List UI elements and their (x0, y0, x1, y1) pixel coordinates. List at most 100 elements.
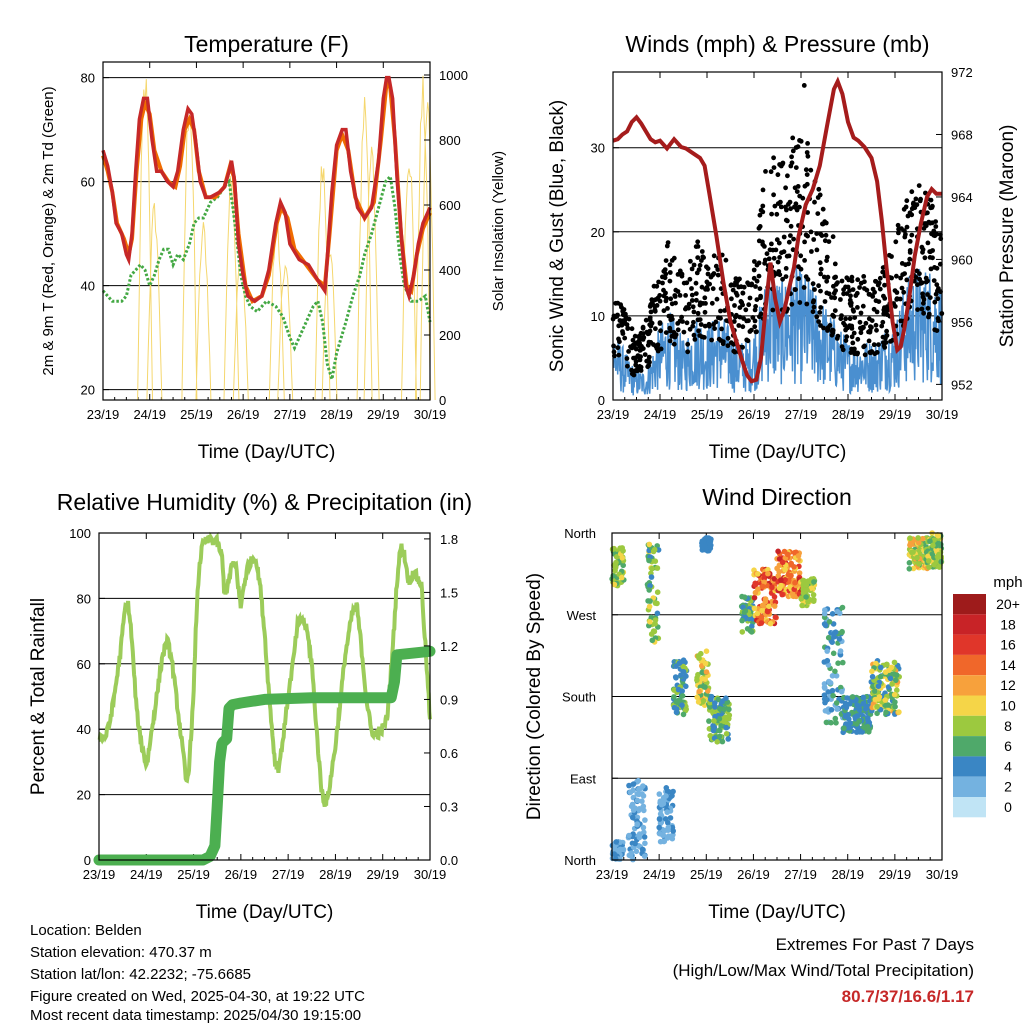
direction-point (875, 696, 882, 702)
legend-swatch (953, 736, 986, 757)
gust-point (832, 308, 838, 313)
gust-point (832, 261, 838, 267)
gust-point (757, 212, 763, 218)
direction-point (712, 700, 718, 706)
gust-point (802, 239, 807, 245)
gust-point (858, 325, 863, 331)
gust-point (931, 228, 937, 234)
gust-point (777, 162, 782, 167)
gust-point (747, 295, 753, 301)
legend-label: 4 (1004, 758, 1012, 774)
gust-point (934, 265, 940, 271)
gust-point (885, 308, 890, 313)
direction-point (915, 535, 921, 541)
gust-point (747, 329, 753, 334)
gust-point (775, 172, 781, 178)
gust-point (889, 254, 894, 259)
direction-point (702, 660, 709, 667)
gust-point (734, 312, 739, 318)
x-tick-label: 30/19 (414, 867, 447, 882)
gust-point (662, 275, 668, 281)
gust-point (786, 239, 792, 245)
gust-point (788, 163, 794, 169)
gust-point (619, 304, 624, 310)
x-tick-label: 28/19 (831, 867, 864, 882)
gust-point (756, 273, 762, 279)
direction-point (935, 553, 941, 559)
gust-point (815, 195, 821, 200)
gust-point (752, 307, 758, 313)
gust-point (757, 314, 762, 320)
gust-point (669, 333, 675, 339)
gust-point (883, 335, 888, 341)
gust-point (703, 286, 708, 292)
y-tick-label: 40 (77, 722, 91, 737)
direction-point (860, 700, 867, 707)
x-tick-label: 26/19 (738, 407, 771, 422)
direction-point (888, 664, 895, 671)
direction-point (771, 603, 778, 609)
gust-point (769, 211, 774, 217)
gust-point (824, 258, 829, 263)
y2-tick-label: 952 (951, 377, 973, 392)
gust-point (664, 243, 670, 249)
gust-point (611, 349, 617, 355)
direction-point (717, 705, 723, 712)
gust-points (610, 83, 945, 378)
direction-point (670, 788, 676, 795)
gust-point (706, 323, 712, 329)
direction-point (769, 584, 775, 591)
gust-point (633, 346, 639, 352)
gust-point (820, 221, 825, 227)
direction-point (657, 798, 664, 804)
chart-title: Wind Direction (702, 484, 852, 510)
x-tick-label: 23/19 (87, 407, 120, 422)
gust-point (795, 184, 801, 189)
direction-point (652, 617, 659, 623)
gust-point (785, 173, 790, 179)
direction-point (748, 629, 755, 635)
direction-point (872, 688, 878, 694)
direction-point (647, 598, 653, 604)
gust-point (775, 259, 781, 265)
gust-point (757, 286, 763, 291)
direction-point (838, 688, 845, 695)
gust-point (881, 293, 886, 299)
gust-point (927, 295, 933, 300)
gust-point (710, 272, 716, 278)
direction-point (798, 595, 805, 602)
direction-point (634, 821, 641, 827)
gust-point (852, 315, 858, 320)
gust-point (776, 240, 782, 246)
gust-point (689, 286, 694, 291)
gust-point (904, 277, 910, 283)
direction-point (656, 816, 663, 822)
direction-point (834, 608, 841, 615)
gust-point (763, 169, 768, 174)
direction-point (613, 554, 620, 560)
gust-point (768, 169, 774, 175)
direction-point (828, 719, 834, 726)
gust-point (613, 300, 619, 306)
direction-point (642, 840, 648, 847)
gust-point (771, 155, 776, 161)
gust-point (667, 262, 673, 268)
gust-point (686, 301, 692, 307)
gust-point (874, 327, 879, 333)
direction-point (741, 594, 748, 600)
gust-point (823, 220, 829, 226)
gust-point (625, 363, 630, 369)
direction-point (849, 694, 856, 700)
y-axis-label: Percent & Total Rainfall (28, 598, 49, 795)
legend-label: 2 (1004, 779, 1012, 795)
direction-point (810, 592, 817, 598)
gust-point (823, 232, 829, 238)
gust-point (849, 278, 855, 284)
gust-point (693, 291, 699, 296)
direction-point (822, 607, 828, 613)
legend-swatch (953, 695, 986, 716)
y2-tick-label: 960 (951, 252, 973, 267)
direction-point (896, 709, 902, 715)
gust-point (805, 141, 810, 146)
gust-point (927, 255, 933, 260)
